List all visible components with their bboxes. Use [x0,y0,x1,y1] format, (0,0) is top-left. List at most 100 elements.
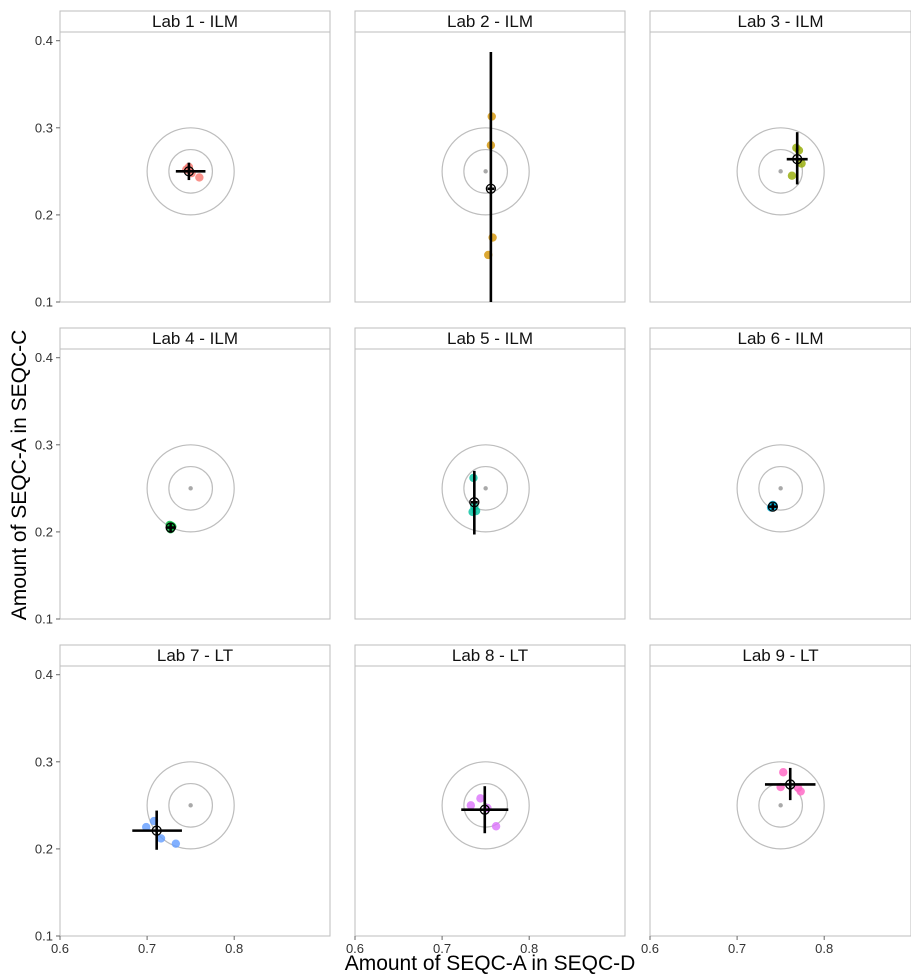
y-tick-label: 0.2 [35,207,53,222]
panel-strip [649,10,911,33]
data-point [491,822,501,831]
panel-border [59,665,331,937]
y-tick-label: 0.1 [35,929,53,944]
panel-title: Lab 4 - ILM [152,329,238,348]
y-tick-label: 0.3 [35,120,53,135]
x-tick-label: 0.8 [225,941,243,956]
panel-lab-8: Lab 8 - LT [354,644,626,937]
x-tick-label: 0.6 [51,941,69,956]
panel-strip [59,644,331,667]
data-point [156,834,166,843]
panel-strip [649,327,911,350]
data-point [195,173,204,182]
data-point [787,171,797,180]
y-tick-label: 0.3 [35,754,53,769]
target-inner-ring [758,148,804,194]
target-outer-ring [736,127,825,216]
y-tick-label: 0.4 [35,667,53,682]
panel-strip [59,327,331,350]
data-point [779,768,788,777]
target-inner-ring [168,782,214,828]
mean-point [469,497,480,508]
data-point [142,822,151,832]
data-point [171,839,181,848]
panel-border [59,31,331,303]
panel-lab-3: Lab 3 - ILM [649,10,911,303]
target-center-point [483,169,488,174]
x-tick-label: 0.8 [520,941,538,956]
y-axis-title: Amount of SEQC-A in SEQC-C [8,330,31,621]
data-point [476,794,485,803]
target-inner-ring [168,148,214,194]
x-tick-label: 0.6 [641,941,659,956]
target-center-point [188,486,193,491]
target-outer-ring [441,444,530,533]
panel-lab-5: Lab 5 - ILM [354,327,626,620]
target-center-point [483,486,488,491]
panel-title: Lab 9 - LT [742,646,818,665]
mean-point [785,779,796,790]
target-outer-ring [441,761,530,850]
panel-title: Lab 7 - LT [157,646,233,665]
x-tick-label: 0.7 [728,941,746,956]
target-inner-ring [463,465,509,511]
target-outer-ring [146,127,235,216]
panel-border [649,31,911,303]
panel-title: Lab 1 - ILM [152,12,238,31]
panel-lab-1: Lab 1 - ILM [59,10,331,303]
panel-border [59,348,331,620]
target-center-point [778,803,783,808]
target-outer-ring [146,761,235,850]
x-tick-label: 0.6 [346,941,364,956]
target-center-point [778,486,783,491]
mean-point [485,183,497,194]
mean-point [479,804,490,815]
panel-title: Lab 6 - ILM [738,329,824,348]
y-tick-label: 0.2 [35,524,53,539]
y-axis-ticks: 0.1 0.2 0.3 0.4 0.1 0.2 0.3 0.4 0.1 0.2 0.3 0.4 [35,33,60,944]
panel-lab-4: Lab 4 - ILM [59,327,331,620]
x-tick-label: 0.7 [138,941,156,956]
panel-strip [354,10,626,33]
panel-strip [354,327,626,350]
target-inner-ring [463,148,509,194]
panel-border [649,665,911,937]
panel-title: Lab 2 - ILM [447,12,533,31]
x-tick-label: 0.8 [815,941,833,956]
y-tick-label: 0.1 [35,612,53,627]
panel-border [649,348,911,620]
mean-point [165,522,176,533]
panel-strip [59,10,331,33]
target-outer-ring [146,444,235,533]
mean-point [183,166,195,177]
panel-title: Lab 5 - ILM [447,329,533,348]
chart-panels: Lab 1 - ILM Lab 2 - ILM Lab 3 - ILM Lab 4 -… [59,10,911,937]
target-inner-ring [168,465,214,511]
data-point [796,787,805,796]
panel-title: Lab 3 - ILM [738,12,824,31]
mean-point [151,825,162,836]
y-tick-label: 0.3 [35,437,53,452]
target-center-point [778,169,783,174]
panel-lab-6: Lab 6 - ILM [649,327,911,620]
target-outer-ring [736,761,825,850]
target-center-point [188,803,193,808]
panel-lab-7: Lab 7 - LT [59,644,331,937]
x-axis-ticks: 0.6 0.7 0.8 0.6 0.7 0.8 0.6 0.7 0.8 [51,936,833,956]
target-inner-ring [758,465,804,511]
panel-lab-9: Lab 9 - LT [649,644,911,937]
target-outer-ring [736,444,825,533]
mean-point [792,154,803,165]
data-point [797,159,806,168]
y-tick-label: 0.4 [35,350,53,365]
panel-title: Lab 8 - LT [452,646,528,665]
data-point [466,801,476,810]
panel-border [354,348,626,620]
target-outer-ring [441,127,530,216]
panel-strip [649,644,911,667]
x-tick-label: 0.7 [433,941,451,956]
panel-border [354,665,626,937]
x-axis-title: Amount of SEQC-A in SEQC-D [345,952,636,975]
y-tick-label: 0.1 [35,295,53,310]
